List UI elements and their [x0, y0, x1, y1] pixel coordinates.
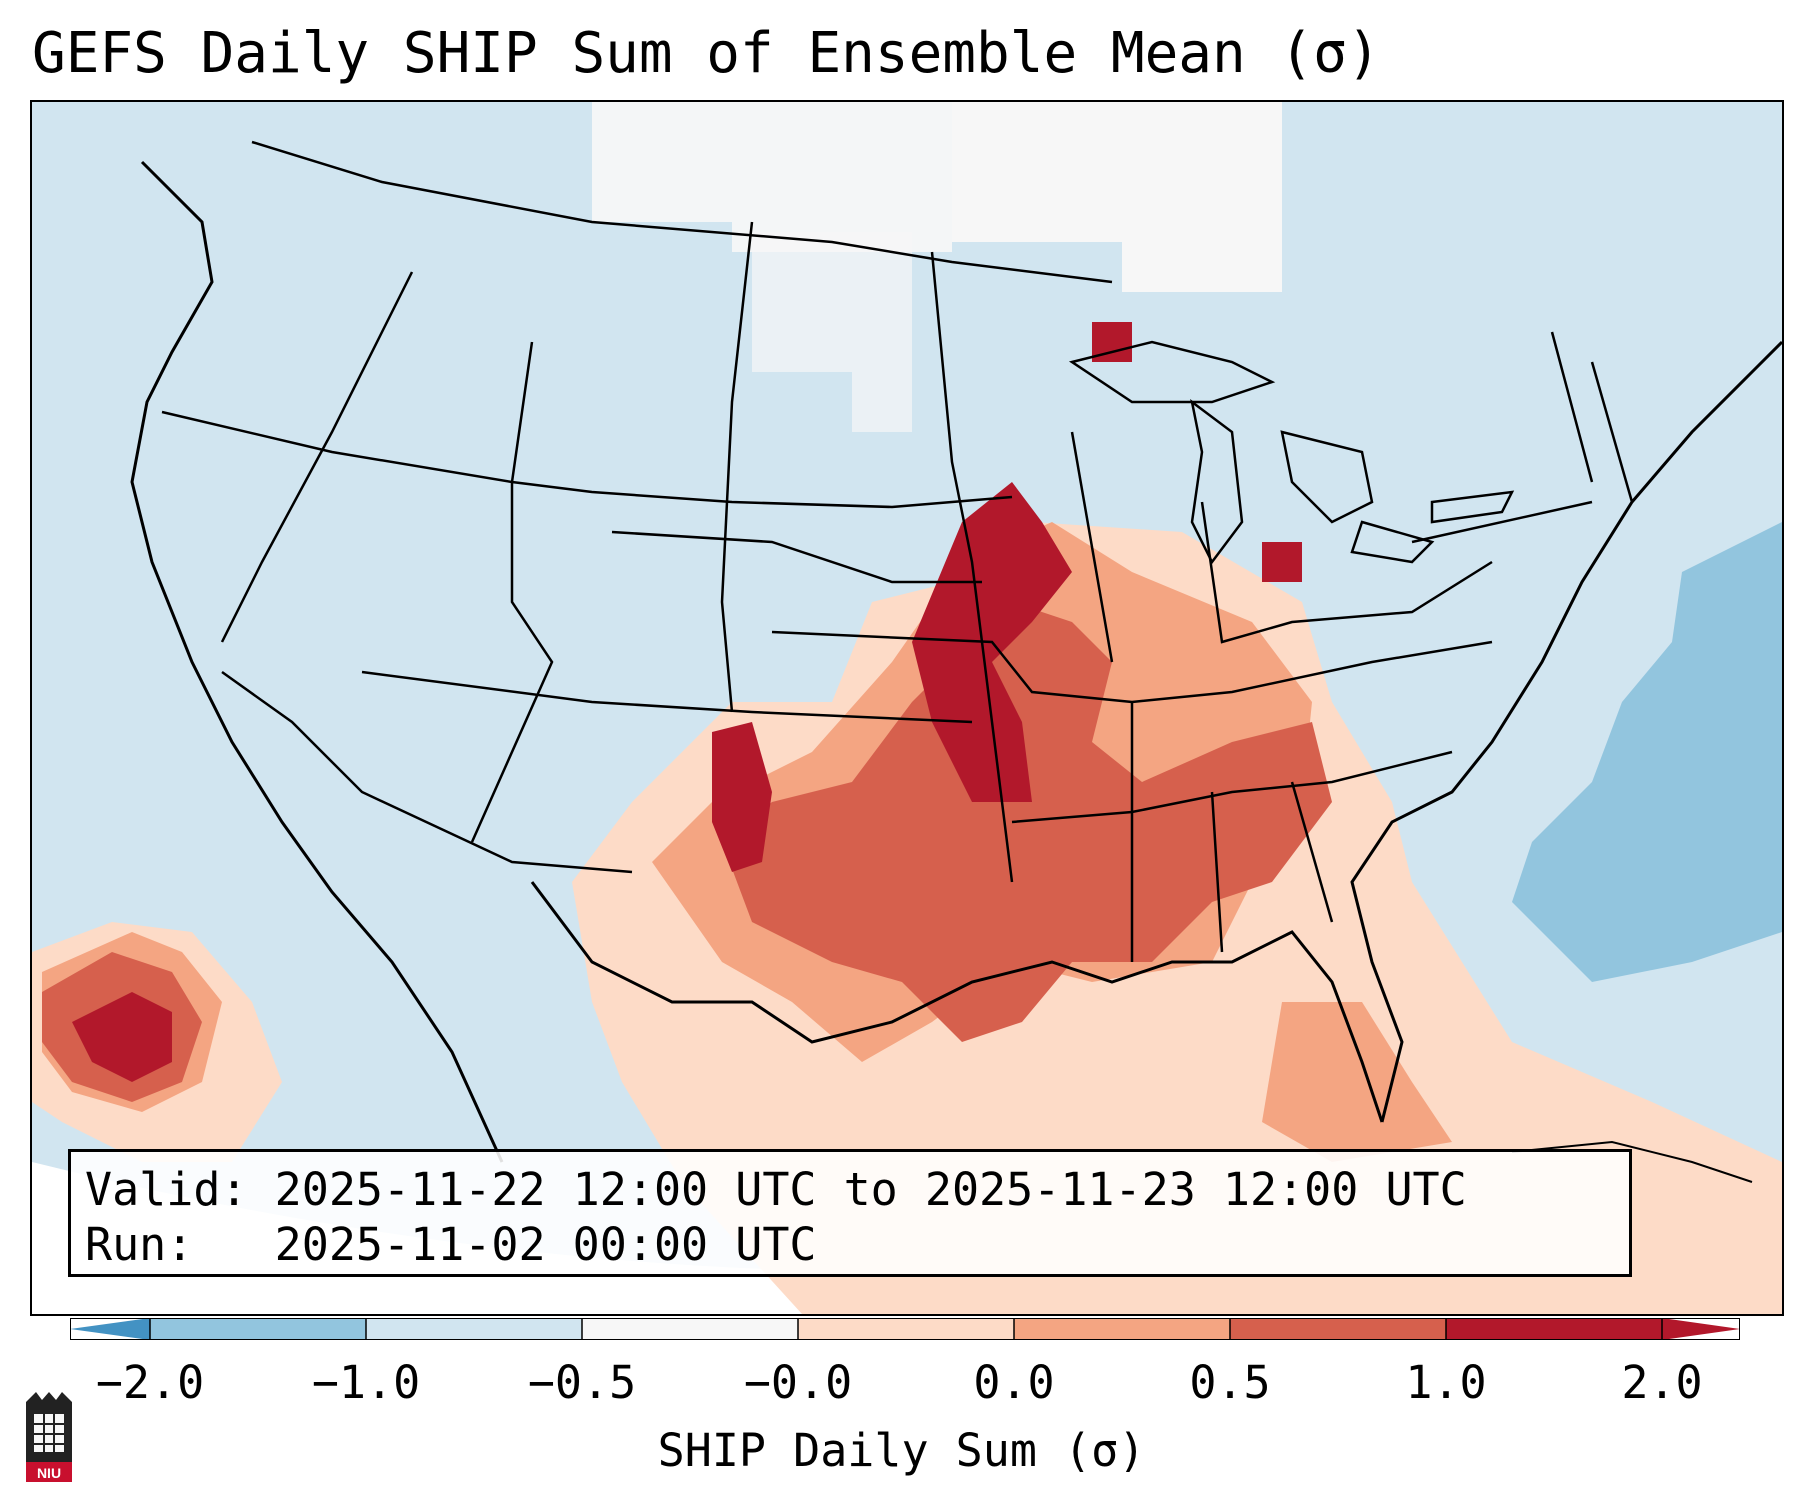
valid-run-infobox: Valid: 2025-11-22 12:00 UTC to 2025-11-2…: [68, 1149, 1632, 1277]
valid-label: Valid:: [85, 1163, 248, 1216]
colorbar-bin: [150, 1318, 367, 1340]
caribbean-islands: [1511, 1140, 1753, 1183]
colorbar-extend-high: [1662, 1318, 1740, 1340]
positive-anomaly-max: [1262, 542, 1302, 582]
map-title: GEFS Daily SHIP Sum of Ensemble Mean (σ): [32, 21, 1381, 86]
colorbar-tick-label: 1.0: [1405, 1356, 1487, 1409]
colorbar-bin: [366, 1318, 583, 1340]
coastlines: [130, 160, 1782, 1163]
colorbar-label: SHIP Daily Sum (σ): [657, 1424, 1146, 1477]
valid-row: Valid: 2025-11-22 12:00 UTC to 2025-11-2…: [85, 1162, 1615, 1217]
neutral-region-north: [752, 232, 912, 432]
neutral-region-north: [952, 102, 1282, 292]
neutral-region-north: [592, 102, 952, 252]
colorbar-tick-label: −0.0: [743, 1356, 853, 1409]
colorbar: [70, 1318, 1740, 1340]
colorbar-extend-low: [70, 1318, 150, 1340]
state-borders: [161, 140, 1634, 962]
map-panel[interactable]: [30, 100, 1784, 1316]
colorbar-bin: [1446, 1318, 1663, 1340]
colorbar-tick-labels: −2.0 −1.0 −0.5 −0.0 0.0 0.5 1.0 2.0: [0, 1356, 1803, 1410]
run-value: 2025-11-02 00:00 UTC: [274, 1218, 817, 1271]
colorbar-tick-label: 0.0: [973, 1356, 1055, 1409]
colorbar-tick-label: 0.5: [1189, 1356, 1271, 1409]
run-row: Run: 2025-11-02 00:00 UTC: [85, 1217, 1615, 1272]
colorbar-segments: [70, 1318, 1740, 1340]
positive-anomaly-pacific-max: [72, 992, 172, 1082]
colorbar-tick-label: −1.0: [311, 1356, 421, 1409]
run-label: Run:: [85, 1218, 194, 1271]
niu-logo: NIU: [26, 1392, 72, 1482]
colorbar-tick-label: 2.0: [1621, 1356, 1703, 1409]
colorbar-tick-label: −0.5: [527, 1356, 637, 1409]
valid-value: 2025-11-22 12:00 UTC to 2025-11-23 12:00…: [274, 1163, 1467, 1216]
positive-anomaly-gulf-mid: [1262, 1002, 1452, 1162]
ship-field-map: [32, 102, 1782, 1314]
colorbar-tick-label: −2.0: [95, 1356, 205, 1409]
positive-anomaly-max: [1092, 322, 1132, 362]
positive-anomaly-max: [712, 722, 772, 872]
negative-anomaly-atlantic: [1512, 522, 1782, 982]
colorbar-bin: [1230, 1318, 1447, 1340]
svg-text:NIU: NIU: [37, 1465, 61, 1481]
great-lakes: [1068, 340, 1515, 565]
colorbar-bin: [1014, 1318, 1231, 1340]
colorbar-bin: [798, 1318, 1015, 1340]
colorbar-bin: [582, 1318, 799, 1340]
